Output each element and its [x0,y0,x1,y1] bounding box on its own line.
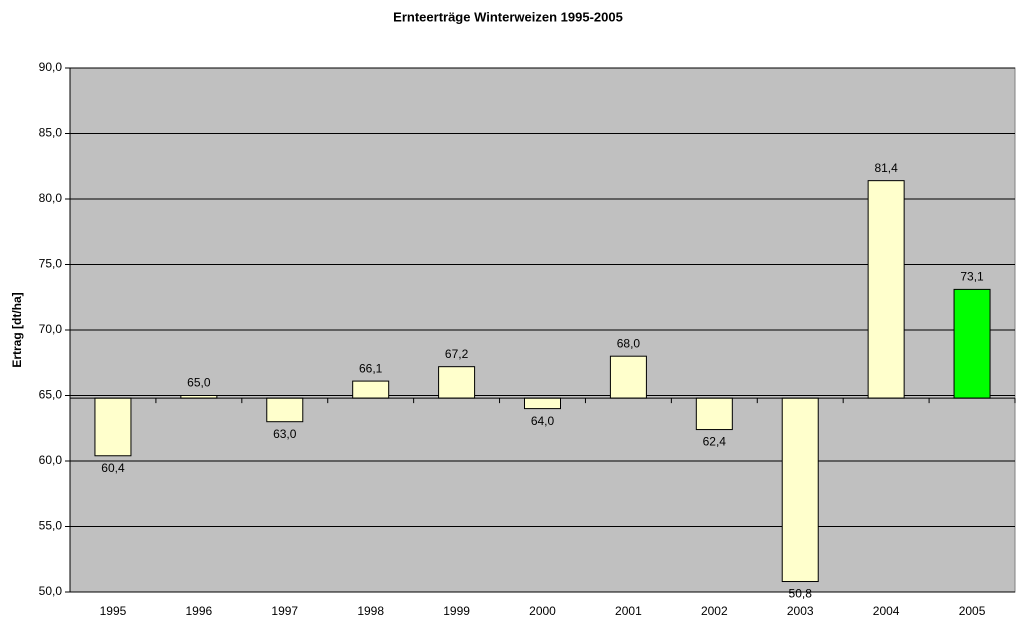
bar [695,397,733,431]
y-tick-label: 80,0 [39,191,63,205]
value-label: 81,4 [874,161,898,175]
x-tick-label: 2002 [701,604,728,618]
bar [867,180,905,399]
y-tick-label: 70,0 [39,322,63,336]
chart-title: Ernteerträge Winterweizen 1995-2005 [393,9,623,24]
value-label: 60,4 [101,461,125,475]
value-label: 73,1 [960,270,984,284]
y-tick-label: 75,0 [39,257,63,271]
value-label: 66,1 [359,361,383,375]
x-tick-label: 2005 [959,604,986,618]
value-label: 50,8 [789,587,813,601]
x-tick-label: 1995 [100,604,127,618]
y-axis-label: Ertrag [dt/ha] [10,292,24,367]
x-tick-label: 2004 [873,604,900,618]
y-tick-label: 90,0 [39,60,63,74]
bar [438,366,476,399]
x-tick-label: 1999 [443,604,470,618]
y-tick-label: 65,0 [39,388,63,402]
y-tick-label: 50,0 [39,584,63,598]
y-tick-label: 55,0 [39,519,63,533]
bar [524,397,561,410]
bar [609,355,647,399]
bar [94,397,132,457]
value-label: 62,4 [703,435,727,449]
y-tick-label: 60,0 [39,453,63,467]
bar [953,288,991,399]
x-tick-label: 1997 [271,604,298,618]
bar [352,380,390,399]
value-label: 64,0 [531,414,555,428]
value-label: 63,0 [273,427,297,441]
x-tick-label: 1998 [357,604,384,618]
value-label: 67,2 [445,347,469,361]
x-tick-label: 2000 [529,604,556,618]
bar [266,397,304,423]
bar [781,397,819,583]
x-tick-label: 2003 [787,604,814,618]
value-label: 68,0 [617,336,641,350]
value-label: 65,0 [187,376,211,390]
y-tick-label: 85,0 [39,126,63,140]
x-tick-label: 2001 [615,604,642,618]
x-tick-label: 1996 [186,604,213,618]
